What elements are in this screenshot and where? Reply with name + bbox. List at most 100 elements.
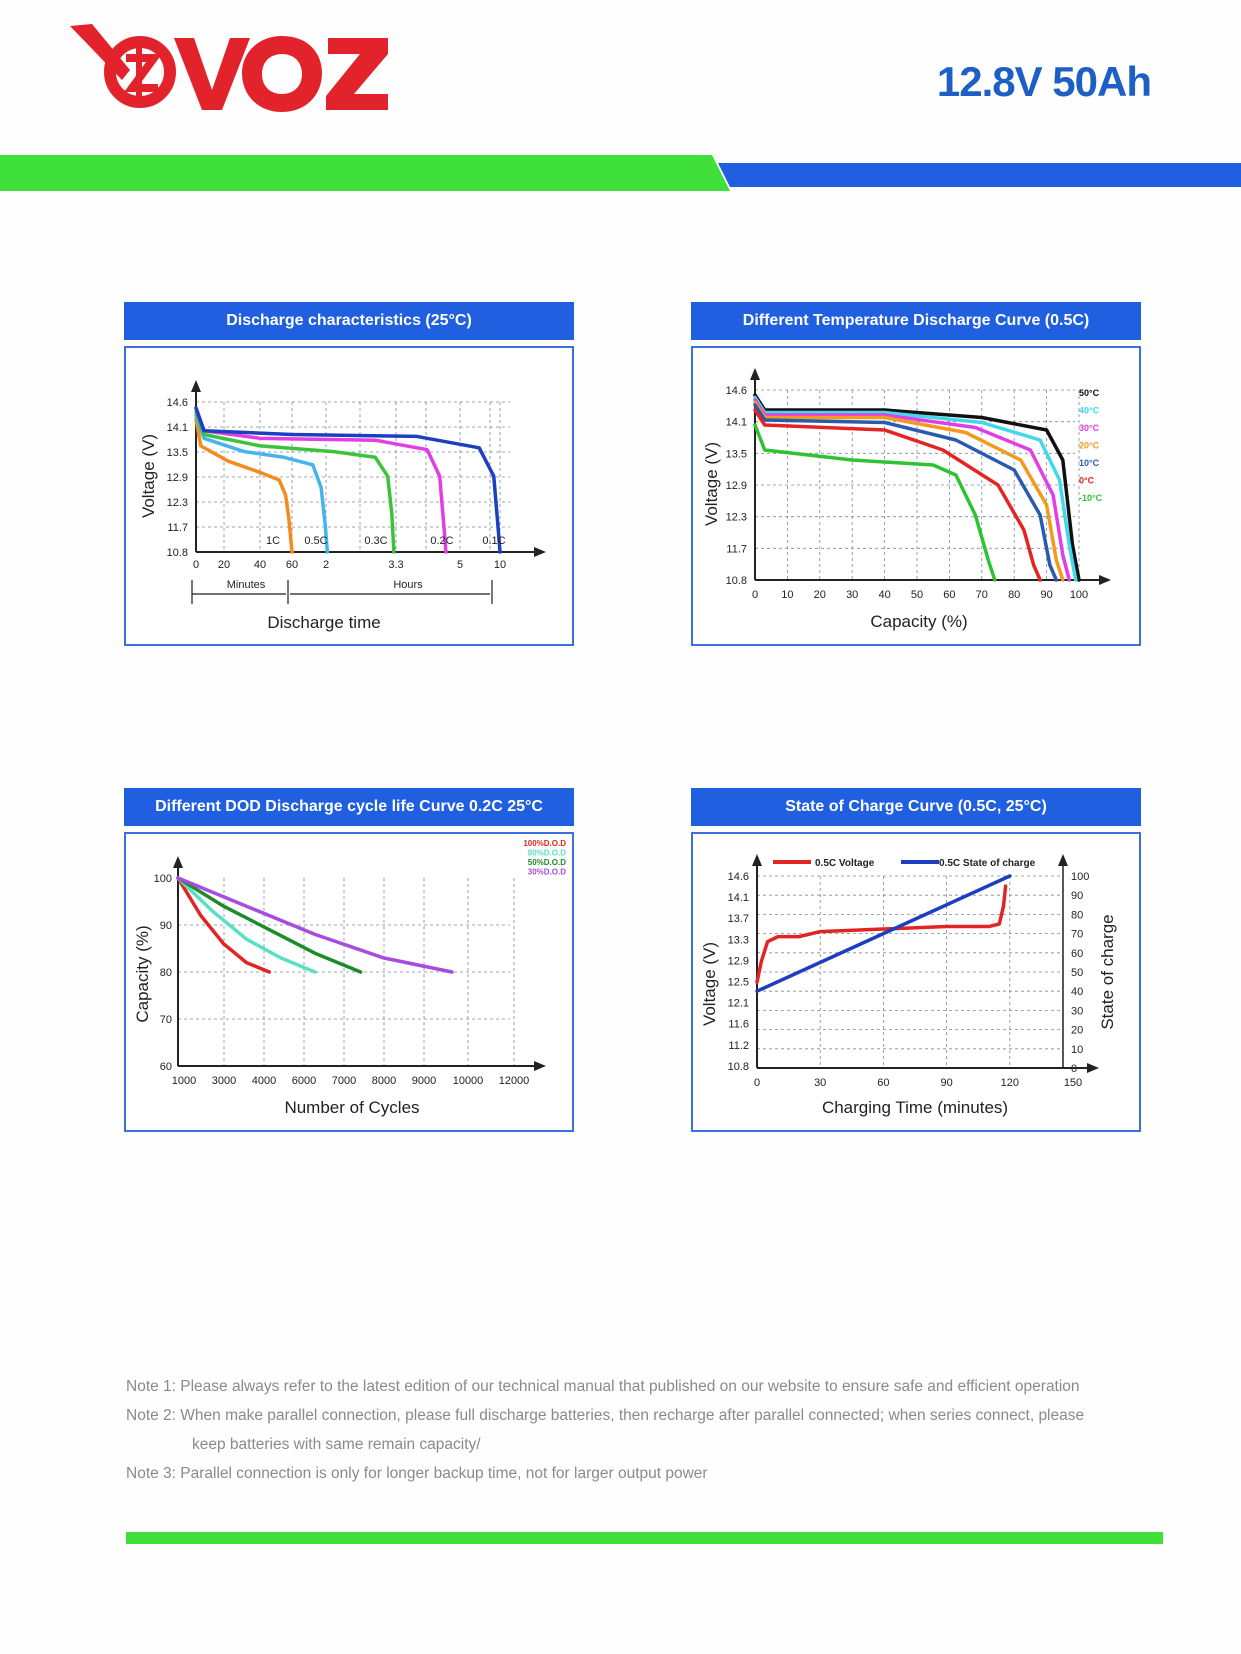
chart-title: Discharge characteristics (25°C) xyxy=(124,302,574,340)
note-1: Note 1: Please always refer to the lates… xyxy=(126,1378,1080,1395)
tick-label: 80 xyxy=(1008,589,1020,601)
legend-item: 30°C xyxy=(1079,423,1100,433)
y-axis-label: Voltage (V) xyxy=(702,442,721,526)
legend-item: 0.5C Voltage xyxy=(815,858,875,869)
tick-label: 120 xyxy=(1001,1077,1019,1089)
x-axis-label: Capacity (%) xyxy=(870,612,967,631)
legend-item: 30%D.O.D xyxy=(528,868,566,877)
series-line xyxy=(753,403,1059,582)
chart-panel-dod: Different DOD Discharge cycle life Curve… xyxy=(124,788,574,1132)
brand-logo xyxy=(70,24,388,112)
tick-label: 3000 xyxy=(212,1075,236,1087)
tick-label: 12.3 xyxy=(726,512,747,524)
legend-item: 50°C xyxy=(1079,388,1100,398)
legend-item: 0.5C State of charge xyxy=(939,858,1036,869)
tick-label: 5 xyxy=(457,559,463,571)
tick-label: 12.9 xyxy=(728,955,749,967)
chart-panel-soc: State of Charge Curve (0.5C, 25°C) 14.6 1… xyxy=(691,788,1141,1132)
tick-label: 10.8 xyxy=(728,1061,749,1073)
series-label: 0.3C xyxy=(364,535,387,547)
series-line xyxy=(176,876,272,974)
x-axis-arrow-icon xyxy=(534,547,546,557)
x-axis-arrow-icon xyxy=(1099,575,1111,585)
tick-label: 6000 xyxy=(292,1075,316,1087)
legend-item: 100%D.O.D xyxy=(523,839,566,848)
x-axis-label: Charging Time (minutes) xyxy=(822,1098,1008,1117)
axis-sublabel: Hours xyxy=(393,579,423,591)
tick-label: 13.7 xyxy=(728,913,749,925)
tick-label: 0 xyxy=(1071,1063,1077,1075)
tick-label: 14.1 xyxy=(726,417,747,429)
tick-label: 60 xyxy=(943,589,955,601)
tick-label: 40 xyxy=(1071,986,1083,998)
tick-label: 20 xyxy=(814,589,826,601)
series-line xyxy=(194,417,294,554)
tick-label: 12.9 xyxy=(167,472,188,484)
tick-label: 1000 xyxy=(172,1075,196,1087)
tick-label: 60 xyxy=(286,559,298,571)
tick-label: 70 xyxy=(160,1014,172,1026)
tick-label: 4000 xyxy=(252,1075,276,1087)
y-axis-arrow-icon xyxy=(173,856,183,868)
tick-label: 20 xyxy=(1071,1025,1083,1037)
tick-label: 50 xyxy=(1071,967,1083,979)
tick-label: 11.6 xyxy=(728,1019,749,1031)
tick-label: 13.5 xyxy=(726,448,747,460)
tick-label: 14.1 xyxy=(728,892,749,904)
chart-title: State of Charge Curve (0.5C, 25°C) xyxy=(691,788,1141,826)
tick-label: 70 xyxy=(1071,929,1083,941)
tick-label: 0 xyxy=(193,559,199,571)
tick-label: 12.5 xyxy=(728,976,749,988)
legend-item: -10°C xyxy=(1079,493,1103,503)
tick-label: 12000 xyxy=(499,1075,530,1087)
chart-temperature-discharge: 14.6 14.1 13.5 12.9 12.3 11.7 10.8 0 10 20 30 40 50 6… xyxy=(702,368,1111,631)
series-line xyxy=(753,398,1072,582)
chart-panel-temperature: Different Temperature Discharge Curve (0… xyxy=(691,302,1141,646)
tick-label: 3.3 xyxy=(388,559,403,571)
legend-item: 80%D.O.D xyxy=(528,849,566,858)
tick-label: 80 xyxy=(1071,909,1083,921)
tick-label: 60 xyxy=(1071,948,1083,960)
tick-label: 60 xyxy=(877,1077,889,1089)
notes: Note 1: Please always refer to the lates… xyxy=(126,1372,1166,1488)
tick-label: 90 xyxy=(940,1077,952,1089)
tick-label: 12.1 xyxy=(728,998,749,1010)
y2-axis-label: State of charge xyxy=(1098,914,1117,1029)
tick-label: 13.5 xyxy=(167,447,188,459)
chart-panel-discharge: Discharge characteristics (25°C) 14.6 14.… xyxy=(124,302,574,646)
series-line xyxy=(753,400,1065,582)
tick-label: 30 xyxy=(846,589,858,601)
legend-item: 10°C xyxy=(1079,458,1100,468)
model-title: 12.8V 50Ah xyxy=(936,58,1152,105)
series-label: 0.2C xyxy=(430,535,453,547)
tick-label: 40 xyxy=(254,559,266,571)
tick-label: 10 xyxy=(1071,1044,1083,1056)
series-line xyxy=(176,876,317,974)
y-axis-arrow-icon xyxy=(191,380,201,392)
tick-label: 10 xyxy=(781,589,793,601)
header-band xyxy=(0,155,1241,191)
y-axis-arrow-icon xyxy=(750,368,760,380)
tick-label: 14.6 xyxy=(728,871,749,883)
chart-title: Different Temperature Discharge Curve (0… xyxy=(691,302,1141,340)
x-axis-arrow-icon xyxy=(534,1061,546,1071)
tick-label: 14.6 xyxy=(726,385,747,397)
tick-label: 11.2 xyxy=(728,1040,749,1052)
x-axis-label: Number of Cycles xyxy=(284,1098,419,1117)
tick-label: 14.6 xyxy=(167,397,188,409)
tick-label: 100 xyxy=(1071,871,1089,883)
series-line xyxy=(753,423,997,582)
tick-label: 0 xyxy=(754,1077,760,1089)
tick-label: 90 xyxy=(1040,589,1052,601)
y-axis-arrow-icon xyxy=(752,854,762,866)
legend-item: 0°C xyxy=(1079,476,1095,486)
tick-label: 20 xyxy=(218,559,230,571)
tick-label: 10000 xyxy=(453,1075,484,1087)
tick-label: 2 xyxy=(323,559,329,571)
tick-label: 9000 xyxy=(412,1075,436,1087)
tick-label: 80 xyxy=(160,967,172,979)
tick-label: 0 xyxy=(752,589,758,601)
y-axis-label: Voltage (V) xyxy=(700,942,719,1026)
x-axis-arrow-icon xyxy=(1087,1063,1099,1073)
series-line xyxy=(753,395,1078,582)
